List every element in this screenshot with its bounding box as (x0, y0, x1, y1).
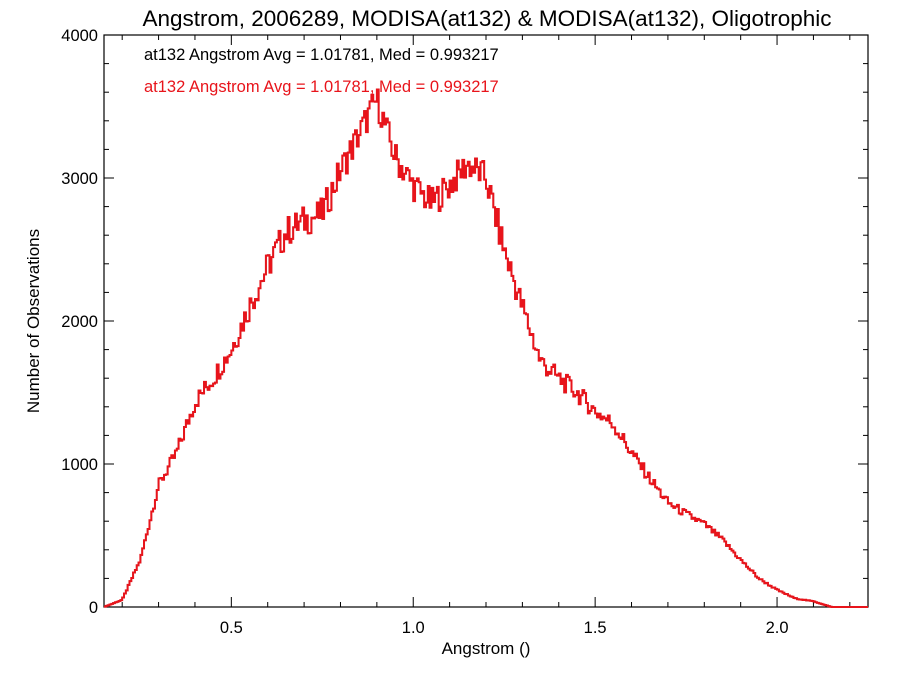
y-axis-label: Number of Observations (24, 229, 43, 413)
x-axis-ticks: 0.5 1.0 1.5 2.0 (121, 35, 851, 637)
x-tick-label: 2.0 (766, 619, 789, 637)
plot-frame (103, 34, 869, 608)
y-tick-label: 1000 (61, 456, 98, 474)
histogram-series-1 (104, 88, 868, 608)
y-tick-label: 0 (89, 599, 98, 617)
stats-annotation-red: at132 Angstrom Avg = 1.01781, Med = 0.99… (144, 78, 499, 96)
y-tick-label: 3000 (61, 170, 98, 188)
x-tick-label: 0.5 (220, 619, 243, 637)
y-tick-label: 4000 (61, 27, 98, 45)
series-layer (104, 88, 868, 608)
x-tick-label: 1.5 (584, 619, 607, 637)
histogram-series-0 (104, 88, 868, 608)
y-tick-label: 2000 (61, 313, 98, 331)
stats-annotation-black: at132 Angstrom Avg = 1.01781, Med = 0.99… (144, 46, 499, 64)
x-tick-label: 1.0 (402, 619, 425, 637)
x-axis-label: Angstrom () (442, 639, 531, 658)
y-axis-ticks: 0 1000 2000 3000 4000 (61, 27, 868, 617)
plot-area: 0.5 1.0 1.5 2.0 0 1000 2000 3000 4000 (61, 27, 869, 637)
chart-title: Angstrom, 2006289, MODISA(at132) & MODIS… (142, 6, 831, 31)
